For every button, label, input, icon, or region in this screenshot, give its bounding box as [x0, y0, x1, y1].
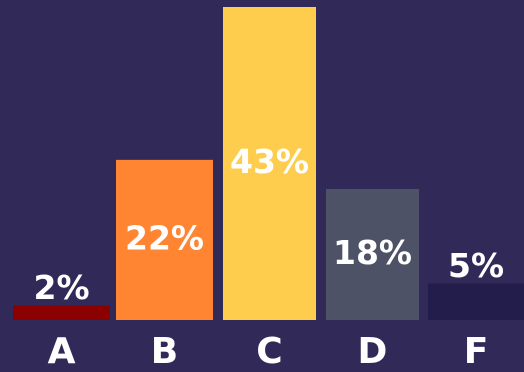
category-label-a: A	[48, 331, 76, 372]
category-label-c: C	[256, 331, 282, 372]
category-label-b: B	[151, 331, 178, 372]
bar-b	[116, 159, 213, 320]
bar-d	[326, 188, 419, 320]
bar-a	[13, 305, 110, 320]
value-label-a: 2%	[33, 268, 89, 307]
category-label-f: F	[464, 331, 489, 372]
value-label-b: 22%	[125, 218, 204, 257]
value-label-f: 5%	[448, 246, 504, 285]
bar-c	[223, 7, 316, 320]
category-label-d: D	[358, 331, 388, 372]
value-label-d: 18%	[333, 233, 412, 272]
value-label-c: 43%	[230, 142, 309, 181]
bar-f	[428, 283, 524, 320]
